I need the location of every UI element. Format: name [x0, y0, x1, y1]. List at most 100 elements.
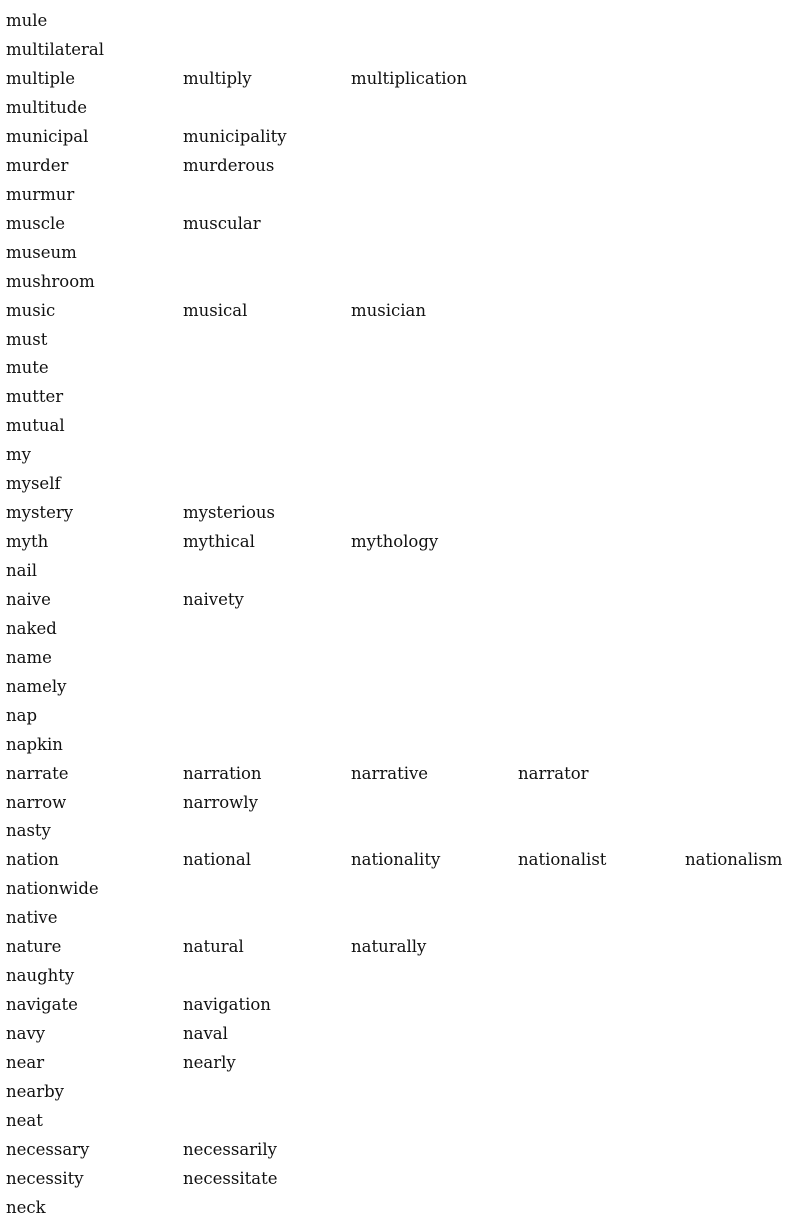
derived-word: national [183, 850, 252, 870]
word-row: multiple multiply multiplication [6, 65, 796, 94]
word-row: muscle muscular [6, 210, 796, 239]
word-row: murder murderous [6, 152, 796, 181]
headword: neck [6, 1197, 46, 1217]
headword: my [6, 445, 31, 465]
headword: must [6, 329, 48, 349]
word-row: name [6, 644, 796, 673]
word-row: nature natural naturally [6, 933, 796, 962]
word-row: mule [6, 7, 796, 36]
word-row: murmur [6, 181, 796, 210]
word-row: navy naval [6, 1020, 796, 1049]
word-row: neck [6, 1193, 796, 1222]
headword: multiple [6, 69, 76, 89]
derived-word: naturally [351, 937, 427, 957]
derived-word: mythology [351, 532, 439, 552]
derived-word: mysterious [183, 503, 276, 523]
word-row: naive naivety [6, 586, 796, 615]
word-row: necessity necessitate [6, 1165, 796, 1194]
word-row: nap [6, 702, 796, 731]
headword: myself [6, 474, 61, 494]
headword: near [6, 1052, 45, 1072]
headword: nationwide [6, 879, 99, 899]
headword: nasty [6, 821, 51, 841]
word-row: mute [6, 354, 796, 383]
headword: museum [6, 242, 77, 262]
derived-word: naval [183, 1024, 228, 1044]
word-row: native [6, 904, 796, 933]
word-row: multitude [6, 94, 796, 123]
derived-word: nationality [351, 850, 441, 870]
derived-word: narrator [518, 763, 589, 783]
word-row: must [6, 325, 796, 354]
derived-word: nearly [183, 1052, 236, 1072]
word-row: napkin [6, 730, 796, 759]
derived-word: necessarily [183, 1139, 277, 1159]
headword: neat [6, 1110, 43, 1130]
word-row: nasty [6, 817, 796, 846]
derived-word: narrative [351, 763, 429, 783]
headword: navigate [6, 995, 78, 1015]
word-row: nation national nationality nationalist nati… [6, 846, 796, 875]
headword: necessary [6, 1139, 90, 1159]
word-row: necessary necessarily [6, 1136, 796, 1165]
headword: naughty [6, 966, 75, 986]
headword: namely [6, 676, 67, 696]
headword: narrow [6, 792, 67, 812]
headword: napkin [6, 734, 63, 754]
headword: narrate [6, 763, 69, 783]
headword: multilateral [6, 40, 104, 60]
headword: naive [6, 589, 51, 609]
headword: mutual [6, 416, 65, 436]
headword: murmur [6, 184, 75, 204]
word-row: museum [6, 239, 796, 268]
word-row: mutual [6, 412, 796, 441]
derived-word: municipality [183, 126, 287, 146]
word-row: neat [6, 1107, 796, 1136]
word-row: narrow narrowly [6, 788, 796, 817]
word-row: navigate navigation [6, 991, 796, 1020]
word-row: myself [6, 470, 796, 499]
word-row: nearby [6, 1078, 796, 1107]
derived-word: mythical [183, 532, 255, 552]
headword: mutter [6, 387, 64, 407]
headword: mute [6, 358, 49, 378]
word-row: mutter [6, 383, 796, 412]
derived-word: musical [183, 300, 248, 320]
derived-word: muscular [183, 213, 261, 233]
word-row: music musical musician [6, 296, 796, 325]
headword: murder [6, 155, 69, 175]
derived-word: narration [183, 763, 262, 783]
derived-word: necessitate [183, 1168, 278, 1188]
word-row: namely [6, 673, 796, 702]
word-row: municipal municipality [6, 123, 796, 152]
headword: naked [6, 618, 57, 638]
derived-word: musician [351, 300, 426, 320]
derived-word: nationalism [685, 850, 783, 870]
derived-word: murderous [183, 155, 275, 175]
derived-word: naivety [183, 589, 244, 609]
headword: municipal [6, 126, 89, 146]
word-row: multilateral [6, 36, 796, 65]
word-list: mule multilateral multiple multiply multipli… [6, 7, 796, 1222]
word-row: narrate narration narrative narrator [6, 759, 796, 788]
headword: navy [6, 1024, 46, 1044]
headword: mule [6, 11, 48, 31]
headword: nail [6, 561, 38, 581]
headword: myth [6, 532, 49, 552]
word-row: naked [6, 615, 796, 644]
derived-word: navigation [183, 995, 271, 1015]
derived-word: natural [183, 937, 244, 957]
headword: music [6, 300, 56, 320]
word-row: my [6, 441, 796, 470]
headword: muscle [6, 213, 66, 233]
word-row: mystery mysterious [6, 499, 796, 528]
headword: nearby [6, 1081, 64, 1101]
headword: nation [6, 850, 59, 870]
word-row: mushroom [6, 267, 796, 296]
headword: mystery [6, 503, 74, 523]
word-row: near nearly [6, 1049, 796, 1078]
headword: mushroom [6, 271, 95, 291]
derived-word: narrowly [183, 792, 258, 812]
derived-word: multiplication [351, 69, 468, 89]
derived-word: multiply [183, 69, 252, 89]
